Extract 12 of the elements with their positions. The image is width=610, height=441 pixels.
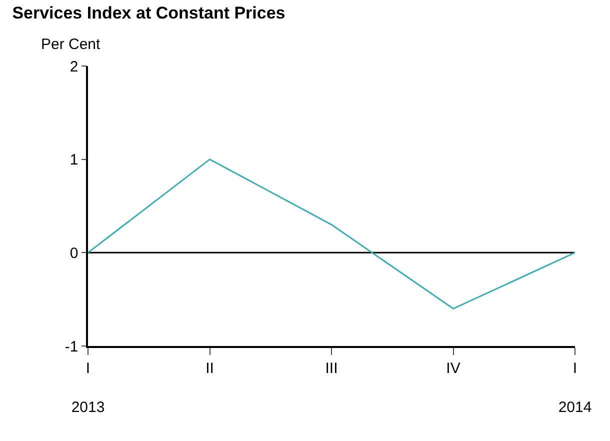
category-label: I 2014 — [558, 360, 592, 416]
y-tick-label: 2 — [70, 58, 78, 76]
line-series — [88, 158, 575, 310]
x-tick-label: IV — [446, 360, 460, 377]
category-label: I 2013 — [71, 360, 105, 416]
x-tick-label: II — [206, 360, 214, 377]
x-tick-label: III — [325, 360, 338, 377]
y-axis-title: Per Cent — [41, 36, 102, 53]
y-tick-label: -1 — [64, 338, 78, 356]
chart-title: Services Index at Constant Prices — [12, 4, 286, 23]
y-tick-label: 1 — [70, 152, 78, 169]
y-tick-label: 0 — [70, 244, 78, 262]
